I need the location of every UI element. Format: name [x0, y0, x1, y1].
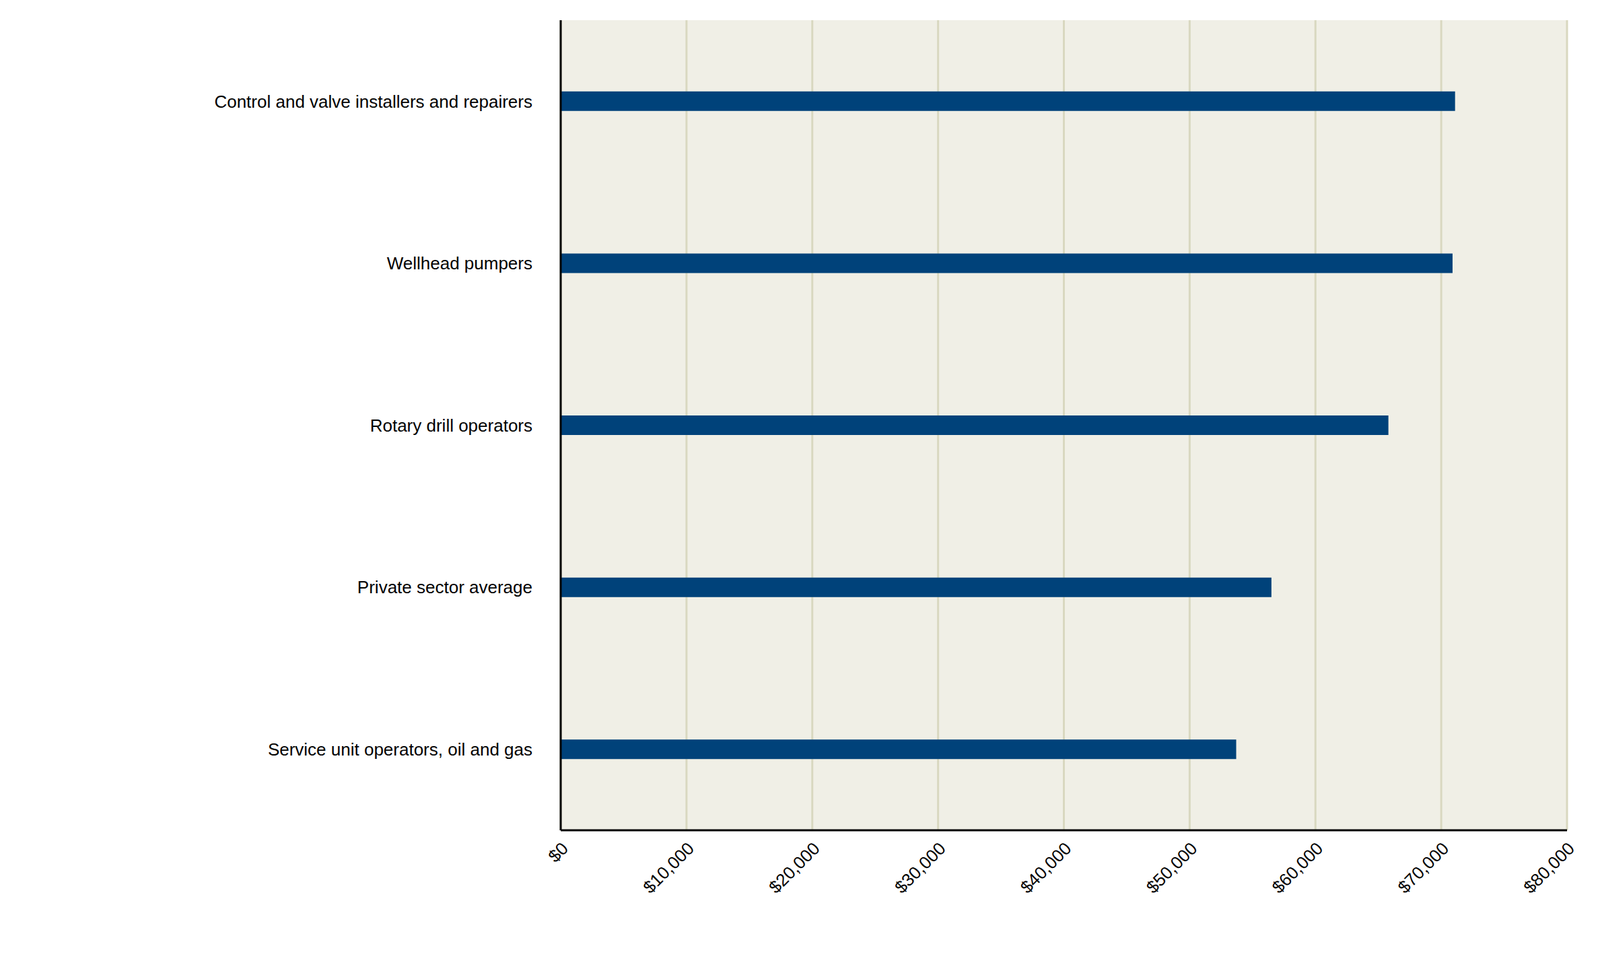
svg-text:Wellhead pumpers: Wellhead pumpers [387, 253, 533, 274]
svg-text:$50,000: $50,000 [1142, 838, 1202, 898]
svg-text:$20,000: $20,000 [764, 838, 824, 898]
svg-text:$0: $0 [543, 838, 573, 867]
svg-text:$80,000: $80,000 [1519, 838, 1579, 898]
svg-text:$60,000: $60,000 [1268, 838, 1328, 898]
svg-text:Service unit operators, oil an: Service unit operators, oil and gas [267, 739, 533, 760]
svg-text:$30,000: $30,000 [890, 838, 950, 898]
svg-text:Private sector average: Private sector average [357, 576, 533, 598]
svg-text:Control and valve installers a: Control and valve installers and repaire… [214, 91, 533, 112]
svg-text:$10,000: $10,000 [638, 838, 699, 898]
svg-text:$70,000: $70,000 [1393, 838, 1453, 898]
svg-text:Rotary drill operators: Rotary drill operators [370, 415, 533, 436]
svg-text:$40,000: $40,000 [1016, 838, 1076, 898]
